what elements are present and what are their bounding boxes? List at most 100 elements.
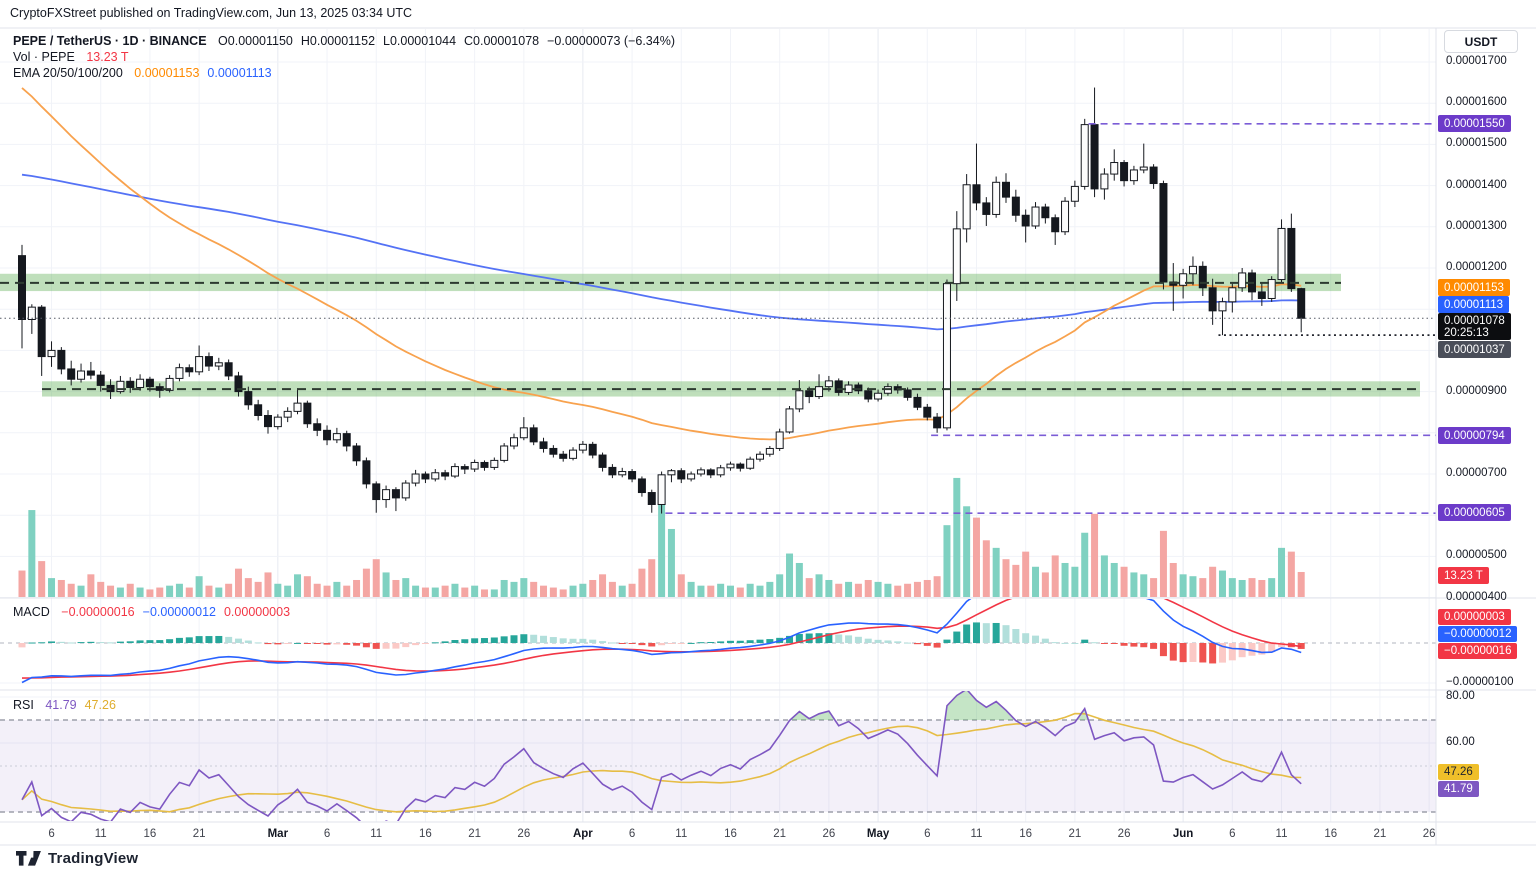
candle bbox=[382, 489, 391, 501]
candle bbox=[1277, 227, 1286, 281]
candle bbox=[628, 471, 637, 480]
candle bbox=[736, 463, 745, 469]
time-axis-label: 11 bbox=[1275, 828, 1288, 840]
price-axis-label: −0.00000100 bbox=[1446, 676, 1514, 688]
candle bbox=[254, 404, 263, 416]
time-axis-label: 26 bbox=[517, 828, 531, 840]
candle bbox=[588, 443, 597, 456]
candle bbox=[431, 472, 440, 480]
candle bbox=[834, 380, 843, 393]
value-token: 47.26 bbox=[84, 698, 116, 712]
candle bbox=[923, 406, 932, 418]
currency-toggle-button[interactable]: USDT bbox=[1444, 30, 1518, 53]
candle bbox=[273, 416, 282, 428]
candles bbox=[18, 87, 1306, 514]
candle bbox=[136, 378, 145, 388]
time-axis-label: 11 bbox=[970, 828, 983, 840]
candle bbox=[992, 181, 1001, 215]
value-token: −0.00000016 bbox=[61, 605, 135, 619]
candle bbox=[775, 431, 784, 449]
price-axis-label: 60.00 bbox=[1446, 736, 1475, 748]
candle bbox=[224, 362, 233, 377]
time-axis-label: 26 bbox=[1422, 828, 1436, 840]
candle bbox=[411, 473, 420, 484]
price-badge: 47.26 bbox=[1438, 764, 1479, 780]
time-axis-label: 16 bbox=[419, 828, 432, 840]
candle bbox=[18, 255, 26, 320]
price-badge: 41.79 bbox=[1438, 781, 1479, 797]
rsi-values: 41.79 47.26 bbox=[37, 698, 116, 712]
candle bbox=[756, 453, 764, 460]
candle bbox=[578, 443, 587, 451]
tradingview-logo[interactable]: TradingView bbox=[16, 850, 138, 867]
price-badge: 0.00001113 bbox=[1438, 296, 1510, 313]
price-badge: 0.00001550 bbox=[1438, 115, 1511, 132]
candle bbox=[214, 362, 223, 367]
candle bbox=[746, 458, 755, 469]
candle bbox=[706, 469, 715, 476]
price-axis-label: 0.00000900 bbox=[1446, 385, 1507, 397]
candle bbox=[293, 402, 302, 412]
candle bbox=[1031, 206, 1040, 227]
candle bbox=[569, 449, 578, 459]
candle bbox=[145, 378, 154, 388]
candle bbox=[1179, 273, 1188, 286]
candle bbox=[1110, 162, 1119, 175]
candle bbox=[244, 391, 253, 406]
candle bbox=[1051, 217, 1060, 233]
candle bbox=[1002, 181, 1010, 198]
candle bbox=[195, 356, 204, 373]
candle bbox=[1188, 265, 1197, 275]
candle bbox=[1129, 169, 1138, 182]
candle bbox=[765, 447, 774, 455]
price-axis[interactable]: 0.00001700 0.00001600 0.00001500 0.00001400… bbox=[1436, 28, 1536, 845]
value-token: 41.79 bbox=[45, 698, 77, 712]
candle bbox=[844, 384, 853, 393]
candle bbox=[96, 374, 105, 386]
time-axis-label: Jun bbox=[1172, 828, 1194, 840]
time-axis-label: 11 bbox=[370, 828, 383, 840]
candle bbox=[204, 356, 213, 367]
candle bbox=[952, 228, 961, 285]
candle bbox=[647, 492, 656, 505]
candle bbox=[391, 489, 400, 499]
price-axis-label: 0.00000400 bbox=[1446, 591, 1507, 603]
candle bbox=[1061, 200, 1070, 233]
candle bbox=[303, 402, 312, 425]
candle bbox=[67, 368, 76, 380]
time-axis[interactable]: 6 11 16 21 Mar 6 11 16 21 26 Apr 6 11 16 21 26 May 6 11 16 2… bbox=[0, 822, 1436, 845]
price-axis-label: 0.00001500 bbox=[1446, 137, 1507, 149]
candle bbox=[470, 461, 479, 470]
macd-pane bbox=[18, 599, 1305, 684]
rsi-pane bbox=[21, 691, 1302, 821]
candle bbox=[37, 306, 46, 358]
candle bbox=[1297, 288, 1306, 319]
price-badge: 0.00001153 bbox=[1438, 279, 1510, 296]
time-axis-label: 21 bbox=[1068, 828, 1082, 840]
candle bbox=[490, 459, 499, 468]
candle bbox=[1228, 287, 1237, 303]
candle bbox=[1267, 279, 1276, 299]
candle bbox=[126, 380, 135, 388]
candle bbox=[332, 433, 341, 441]
candle bbox=[716, 467, 725, 476]
ohlc-values: O0.00001150 H0.00001152 L0.00001044 C0.0000… bbox=[210, 34, 675, 48]
price-axis-label: 0.00000500 bbox=[1446, 549, 1507, 561]
candle bbox=[116, 380, 125, 393]
candle bbox=[401, 482, 410, 499]
candle bbox=[165, 377, 174, 391]
candle bbox=[1100, 173, 1109, 190]
publisher-note: CryptoFXStreet published on TradingView.… bbox=[10, 6, 413, 20]
price-badge: −0.00000016 bbox=[1438, 643, 1518, 659]
candle bbox=[795, 390, 804, 410]
candle bbox=[864, 390, 873, 400]
value-token: C0.00001078 bbox=[464, 34, 540, 48]
candle bbox=[421, 473, 430, 480]
tradingview-icon bbox=[16, 851, 41, 866]
candle bbox=[1041, 206, 1050, 219]
candle bbox=[726, 463, 735, 469]
price-badge: 0.00000794 bbox=[1438, 427, 1511, 444]
candle bbox=[1198, 265, 1207, 289]
